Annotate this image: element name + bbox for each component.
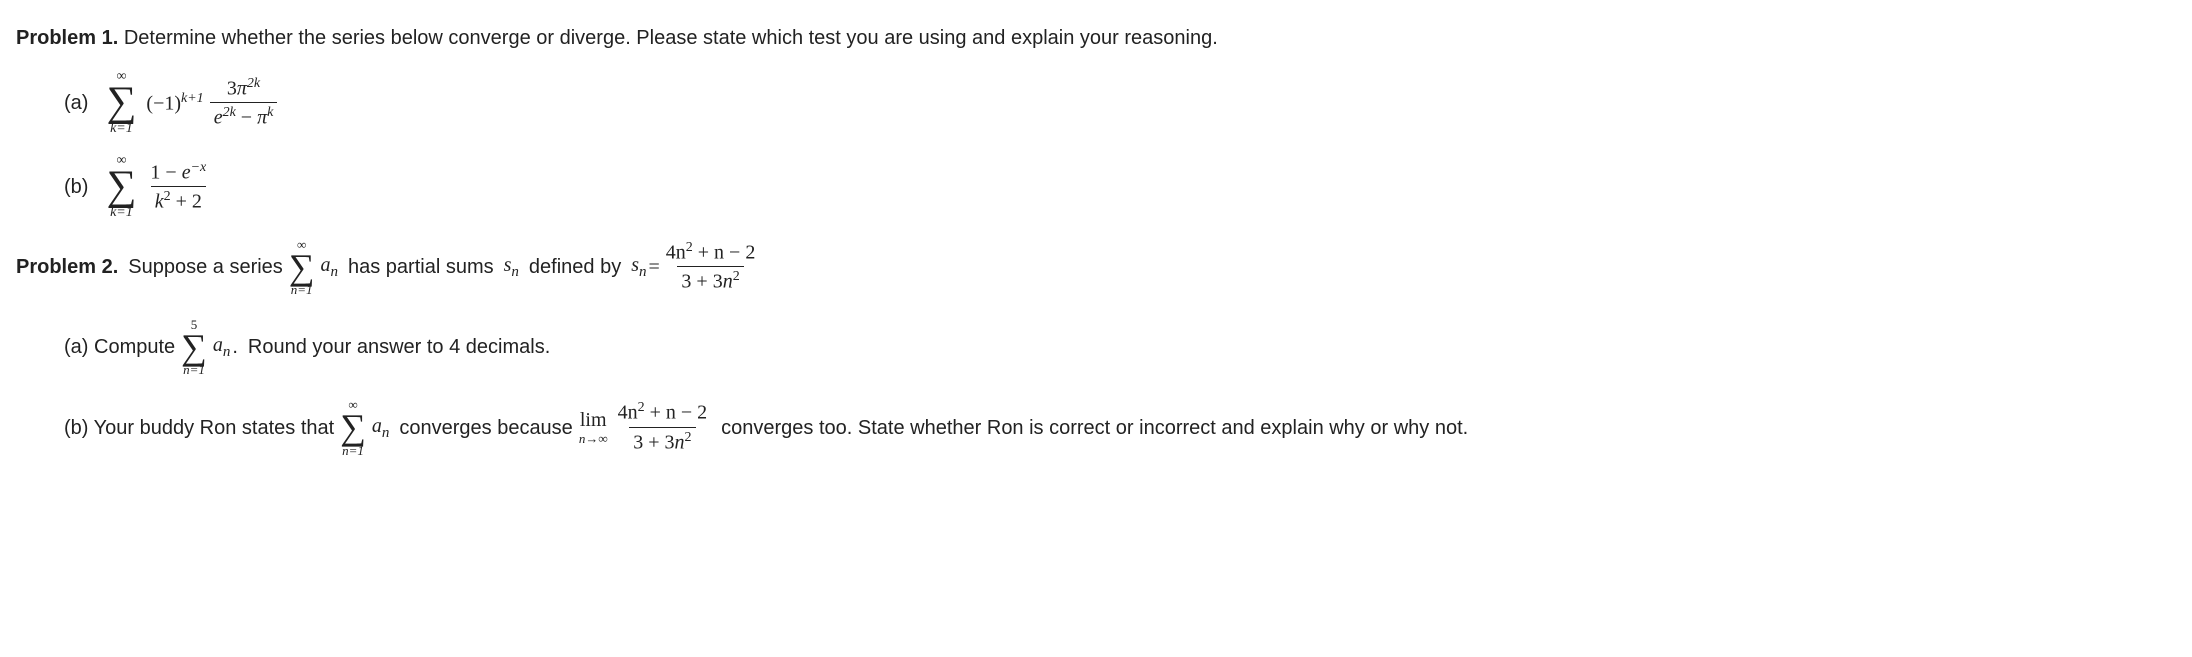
e: e [182,161,191,183]
sigma-lower: k=1 [110,122,133,136]
coeff: 3 [227,77,237,99]
s: s [631,254,639,276]
num-exp: 2k [247,76,260,91]
frac-num: 3π2k [223,74,264,103]
problem-1-part-b: (b) ∞ ∑ k=1 1 − e−x k2 + 2 [64,154,2176,220]
fraction-1a: 3π2k e2k − πk [210,74,278,132]
problem-2-part-a: (a) Compute 5 ∑ n=1 an. Round your answe… [64,318,2176,376]
e-exp: 2k [223,105,236,120]
problem-1-heading: Problem 1. Determine whether the series … [16,24,2176,52]
equals: = [649,253,660,281]
e: e [214,107,223,129]
dot: . [232,333,238,361]
a: a [372,415,382,437]
a: a [213,334,223,356]
k: k [155,191,164,213]
pi2: π [257,107,267,129]
sigma-1b: ∞ ∑ k=1 [106,154,136,220]
fnt: + n − 2 [645,402,708,424]
a: a [320,254,330,276]
frac-den: e2k − πk [210,102,278,132]
frac-den: 3 + 3n2 [677,266,743,296]
problem-1-prompt: Determine whether the series below conve… [124,27,1218,49]
fne: 2 [686,240,693,255]
problem-1-label: Problem 1. [16,27,118,49]
n: n [511,264,519,280]
lim-word: lim [580,410,607,430]
fraction-sn: 4n2 + n − 2 3 + 3n2 [662,238,760,296]
frac-num: 4n2 + n − 2 [614,398,712,427]
intro3: defined by [529,253,621,281]
fde: 2 [733,269,740,284]
minus: − [236,107,257,129]
sigma-lower: n=1 [342,444,364,457]
part-b-label: (b) [64,173,88,201]
part-a-label: (a) Compute [64,333,175,361]
neg-x: −x [191,160,207,175]
sigma-symbol: ∑ [106,168,136,206]
fne: 2 [638,400,645,415]
term-exp: k+1 [181,91,204,106]
mid: converges because [399,414,572,442]
an: an [320,251,338,283]
intro1: Suppose a series [128,253,283,281]
term-left: (−1)k+1 [146,89,203,118]
frac-num: 1 − e−x [146,158,210,187]
fraction-lim: 4n2 + n − 2 3 + 3n2 [614,398,712,456]
sigma-symbol: ∑ [181,331,207,363]
limit: lim n→∞ [579,410,608,445]
fn: 4n [618,402,638,424]
an-term: an [213,331,231,363]
fde: 2 [685,430,692,445]
tail: converges too. State whether Ron is corr… [721,414,1468,442]
lim-sub: n→∞ [579,432,608,445]
frac-den: k2 + 2 [151,186,206,216]
problem-2-heading: Problem 2. Suppose a series ∞ ∑ n=1 an h… [16,238,2176,296]
k-exp: 2 [164,189,171,204]
fnt: + n − 2 [693,241,756,263]
fdn: n [723,271,733,293]
fraction-1b: 1 − e−x k2 + 2 [146,158,210,216]
n: n [223,344,231,360]
fdl: 3 + 3 [633,432,674,454]
n: n [639,264,647,280]
frac-den: 3 + 3n2 [629,427,695,457]
problem-1-part-a: (a) ∞ ∑ k=1 (−1)k+1 3π2k e2k − πk [64,70,2176,136]
pi-exp: k [267,105,273,120]
fdl: 3 + 3 [681,271,722,293]
sigma-1a: ∞ ∑ k=1 [106,70,136,136]
fdn: n [675,432,685,454]
problem-2-part-b: (b) Your buddy Ron states that ∞ ∑ n=1 a… [64,398,2176,456]
pi: π [237,77,247,99]
part-b-label: (b) Your buddy Ron states that [64,414,334,442]
sigma-lower: k=1 [110,206,133,220]
n: n [382,425,390,441]
sn: sn [504,251,519,283]
problem-2-label: Problem 2. [16,253,118,281]
n: n [330,264,338,280]
sigma-symbol: ∑ [340,411,366,443]
sn2: sn [631,251,646,283]
fn: 4n [666,241,686,263]
sigma-2: ∞ ∑ n=1 [289,238,315,296]
term-base: (−1) [146,92,181,114]
sigma-2b: ∞ ∑ n=1 [340,398,366,456]
frac-num: 4n2 + n − 2 [662,238,760,267]
sigma-symbol: ∑ [106,84,136,122]
sigma-lower: n=1 [183,363,205,376]
sigma-symbol: ∑ [289,251,315,283]
sigma-2a: 5 ∑ n=1 [181,318,207,376]
part-a-label: (a) [64,89,88,117]
sigma-lower: n=1 [291,283,313,296]
plus2: + 2 [171,191,202,213]
tail: Round your answer to 4 decimals. [248,333,550,361]
intro2: has partial sums [348,253,494,281]
one-minus: 1 − [150,161,181,183]
an-term: an [372,412,390,444]
